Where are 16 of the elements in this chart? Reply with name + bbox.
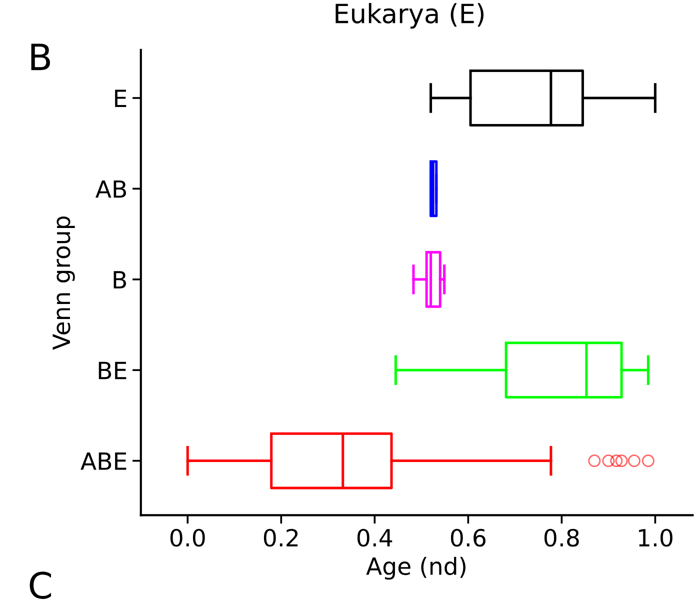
chart-title: Eukarya (E) [336,3,484,29]
y-tick-label: ABE [80,452,126,470]
y-axis-title: Venn group [52,216,75,350]
x-tick-label: 0.8 [544,528,579,547]
y-tick-label: BE [98,362,126,380]
x-tick-label: 0.6 [450,528,486,547]
x-tick-label: 0.4 [357,528,392,547]
x-tick-label: 0.2 [264,528,298,547]
y-tick-label: B [114,271,126,288]
text: C [30,572,52,599]
x-tick-label: 1.0 [639,528,672,547]
y-tick-label: E [115,90,126,107]
y-tick-label: AB [96,180,126,198]
x-axis-title: Age (nd) [366,556,466,580]
text: B [31,44,50,70]
x-tick-label: 0.0 [170,528,205,547]
